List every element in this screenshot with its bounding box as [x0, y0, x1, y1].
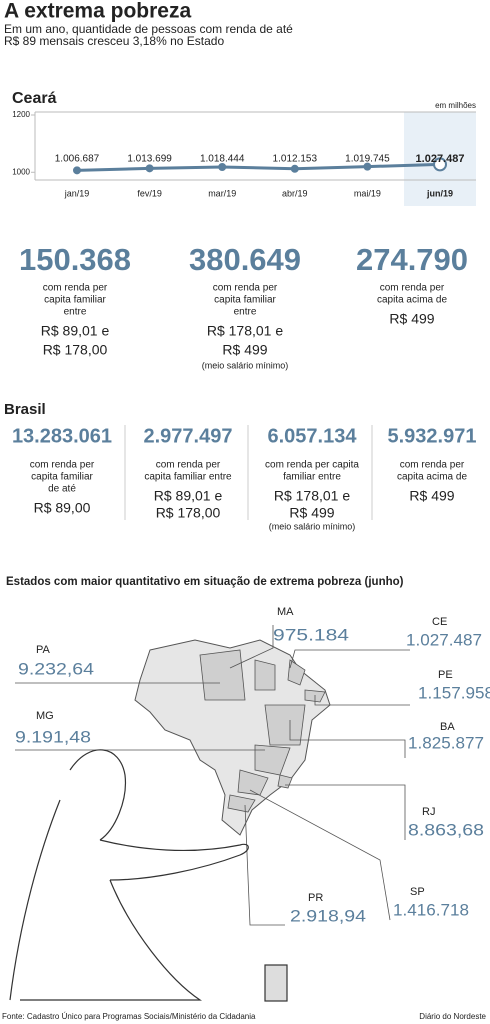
amount: R$ 499 [389, 311, 434, 327]
x-tick-label: abr/19 [282, 188, 308, 198]
state-abbr: BA [440, 721, 455, 733]
map-title: Estados com maior quantitativo em situaç… [6, 576, 404, 588]
state-abbr: MG [36, 710, 54, 722]
description: entre [234, 307, 257, 318]
amount: R$ 499 [289, 505, 334, 521]
amount: R$ 178,00 [43, 342, 108, 358]
point [73, 166, 81, 175]
description: capita familiar entre [144, 472, 232, 483]
description: com renda per [380, 283, 445, 294]
description: entre [64, 307, 87, 318]
point [290, 164, 299, 173]
credit: Diário do Nordeste [419, 1012, 486, 1021]
value-label: 1.006.687 [55, 154, 100, 165]
state-value: 1.157.958 [418, 683, 490, 702]
chart-title: Ceará [12, 90, 57, 107]
big-number: 6.057.134 [268, 425, 358, 447]
big-number: 5.932.971 [388, 425, 477, 447]
description: capita familiar [44, 295, 106, 306]
value-label: 1.013.699 [127, 154, 172, 165]
big-number: 13.283.061 [12, 425, 112, 447]
value-label: 1.018.444 [200, 154, 245, 165]
description: com renda per [43, 283, 108, 294]
value-label: 1.012.153 [273, 154, 318, 165]
description: capita acima de [397, 472, 467, 483]
y-tick-label: 1000 [12, 167, 30, 176]
illustration [9, 749, 288, 1002]
description: com renda per [30, 460, 95, 471]
point [363, 162, 372, 171]
x-tick-label: jan/19 [64, 188, 90, 198]
description: com renda per capita [265, 460, 359, 471]
title: A extrema pobreza [4, 0, 191, 23]
state-value: 1.825.877 [408, 733, 484, 752]
state-abbr: PE [438, 669, 453, 681]
state-value: 975.184 [273, 625, 349, 644]
description: com renda per [156, 460, 221, 471]
amount: R$ 499 [409, 488, 454, 504]
big-number: 274.790 [356, 242, 468, 277]
state-abbr: RJ [422, 806, 435, 818]
description: capita acima de [377, 295, 447, 306]
state-value: 1.027.487 [406, 630, 482, 649]
map-highlighted-states [199, 649, 326, 813]
y-tick-label: 1200 [12, 110, 30, 119]
state-value: 1.416.718 [393, 900, 469, 919]
value-label: 1.019.745 [345, 154, 390, 165]
leader-lines [15, 625, 410, 926]
point [145, 164, 154, 173]
description: familiar entre [283, 472, 341, 483]
x-tick-label: mar/19 [208, 188, 236, 198]
amount: R$ 89,00 [34, 500, 91, 516]
description: de até [48, 484, 76, 495]
description: capita familiar [31, 472, 93, 483]
amount: R$ 178,01 e [207, 323, 283, 339]
subtitle: Em um ano, quantidade de pessoas com ren… [4, 22, 293, 36]
source: Fonte: Cadastro Único para Programas Soc… [2, 1012, 256, 1021]
big-number: 2.977.497 [144, 425, 233, 447]
description: com renda per [400, 460, 465, 471]
unit-note: em milhões [435, 101, 476, 110]
subtitle: R$ 89 mensais cresceu 3,18% no Estado [4, 34, 224, 48]
description: capita familiar [214, 295, 276, 306]
state-abbr: PA [36, 644, 51, 656]
state-value: 2.918,94 [290, 906, 366, 925]
x-tick-label: fev/19 [137, 188, 162, 198]
x-tick-label: jun/19 [426, 188, 453, 198]
state-value: 9.232,64 [18, 659, 94, 678]
state-abbr: PR [308, 892, 323, 904]
point [433, 157, 447, 172]
separators [124, 425, 373, 520]
amount: R$ 178,00 [156, 505, 221, 521]
amount: R$ 89,01 e [41, 323, 110, 339]
big-number: 380.649 [189, 242, 301, 277]
description: com renda per [213, 283, 278, 294]
x-tick-label: mai/19 [354, 188, 381, 198]
state-value: 9.191,48 [15, 727, 91, 746]
note: (meio salário mínimo) [269, 521, 356, 531]
amount: R$ 499 [222, 342, 267, 358]
state-abbr: SP [410, 886, 425, 898]
state-abbr: MA [277, 606, 294, 618]
point [218, 162, 227, 171]
value-label: 1.027.487 [416, 153, 465, 165]
big-number: 150.368 [19, 242, 131, 277]
amount: R$ 89,01 e [154, 488, 223, 504]
section-title: Brasil [4, 401, 46, 418]
state-abbr: CE [432, 616, 447, 628]
state-value: 8.863,68 [408, 820, 484, 839]
note: (meio salário mínimo) [202, 360, 289, 370]
amount: R$ 178,01 e [274, 488, 350, 504]
line [76, 162, 441, 172]
